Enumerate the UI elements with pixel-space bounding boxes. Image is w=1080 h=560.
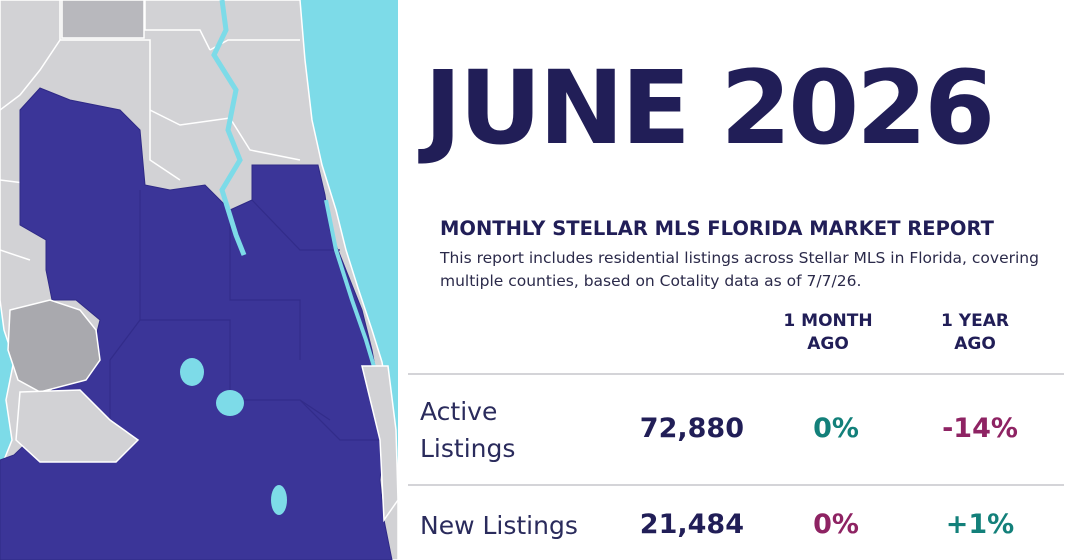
table-divider	[408, 484, 1064, 486]
column-header-1-year-ago: 1 YEAR AGO	[941, 311, 1009, 354]
report-month-headline: JUNE 2026	[424, 49, 995, 168]
year-change: +1%	[945, 509, 1015, 540]
county-gray-coast	[361, 365, 398, 523]
year-change: -14%	[942, 413, 1018, 444]
row-label: Active Listings	[420, 397, 516, 463]
report-panel: JUNE 2026 MONTHLY STELLAR MLS FLORIDA MA…	[398, 0, 1080, 560]
report-title: MONTHLY STELLAR MLS FLORIDA MARKET REPOR…	[440, 217, 994, 240]
report-description: This report includes residential listing…	[440, 249, 1039, 290]
month-change: 0%	[813, 413, 859, 444]
row-value: 72,880	[639, 413, 744, 444]
lagoon	[324, 199, 380, 381]
table-divider	[408, 373, 1064, 375]
river	[211, 0, 247, 256]
florida-county-map	[0, 0, 398, 560]
month-change: 0%	[813, 509, 859, 540]
row-value: 21,484	[639, 509, 744, 540]
county-dark-top	[61, 0, 145, 39]
lake-2	[216, 390, 244, 416]
county-gray-west	[7, 299, 101, 393]
county-gray-southwest	[15, 389, 140, 463]
column-header-1-month-ago: 1 MONTH AGO	[783, 311, 873, 354]
map-graphic	[0, 0, 398, 560]
lake-3	[271, 485, 287, 515]
lake-1	[180, 358, 204, 386]
row-label: New Listings	[420, 511, 578, 540]
